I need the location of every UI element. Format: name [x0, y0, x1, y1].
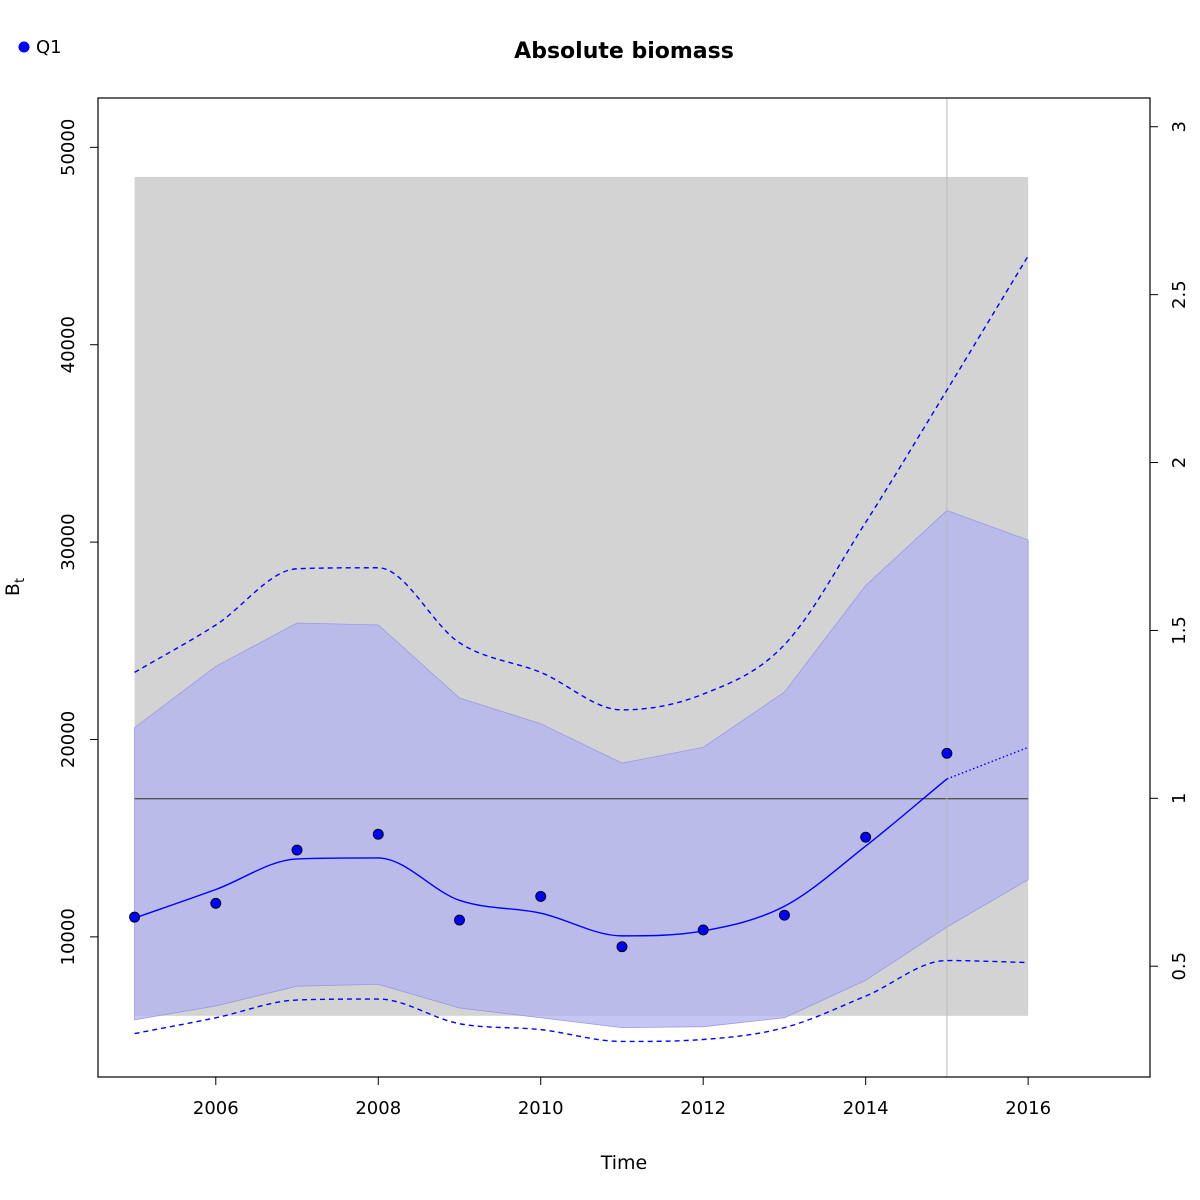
data-point	[291, 844, 303, 856]
x-tick-label: 2010	[518, 1098, 564, 1119]
y2-tick-label: 3	[1169, 121, 1190, 132]
data-point	[941, 747, 953, 759]
x-tick-label: 2016	[1005, 1098, 1051, 1119]
y-axis-label-base: B	[2, 583, 24, 596]
data-point	[454, 914, 465, 926]
series-line-estimate	[134, 778, 948, 937]
y-axis-right: 0.5 1 1.5 2 2.5 3	[1149, 121, 1190, 981]
data-point	[372, 828, 384, 840]
y-tick-label: 30000	[58, 513, 79, 570]
y-axis-label: Bt	[2, 578, 28, 596]
x-tick-label: 2008	[355, 1098, 401, 1119]
x-tick-label: 2014	[843, 1098, 889, 1119]
x-tick-label: 2012	[680, 1098, 726, 1119]
y-tick-label: 10000	[58, 908, 79, 965]
data-point	[778, 909, 790, 921]
y-axis-label-subscript: t	[13, 578, 28, 583]
data-point	[129, 911, 141, 923]
plot-area	[129, 98, 1029, 1077]
legend-label-q1: Q1	[36, 37, 62, 58]
x-axis-label: Time	[600, 1152, 648, 1174]
data-point	[860, 831, 872, 843]
x-tick-label: 2006	[193, 1098, 239, 1119]
y2-tick-label: 2	[1169, 457, 1190, 468]
data-point	[535, 890, 547, 902]
y-tick-label: 20000	[58, 711, 79, 768]
y2-tick-label: 2.5	[1169, 280, 1190, 309]
y2-tick-label: 0.5	[1169, 952, 1190, 981]
y-axis-left: 10000 20000 30000 40000 50000	[58, 119, 99, 965]
series-line-lower-bound	[134, 959, 1029, 1043]
data-point	[210, 897, 222, 909]
series-line-estimate-forecast	[946, 746, 1029, 780]
y-tick-label: 40000	[58, 316, 79, 373]
legend: Q1	[18, 37, 62, 58]
y2-tick-label: 1.5	[1169, 616, 1190, 645]
y2-tick-label: 1	[1169, 793, 1190, 804]
x-axis: 2006 2008 2010 2012 2014 2016	[193, 1076, 1051, 1119]
data-point	[697, 924, 709, 936]
data-point	[616, 941, 628, 953]
legend-marker-q1	[18, 41, 30, 53]
confidence-band	[134, 510, 1029, 1029]
chart-title: Absolute biomass	[514, 39, 734, 64]
y-tick-label: 50000	[58, 119, 79, 176]
